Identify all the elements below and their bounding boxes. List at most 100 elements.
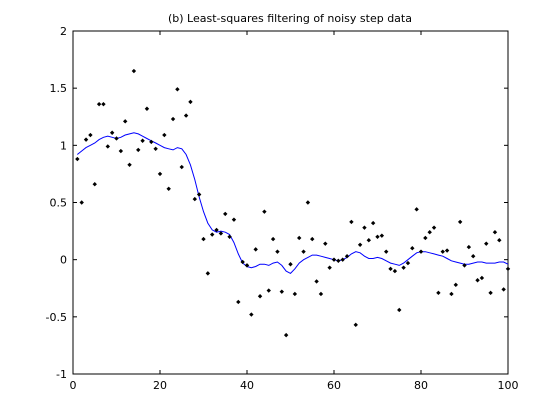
data-point: [414, 207, 419, 212]
y-tick-label: 0.5: [50, 197, 68, 210]
x-tick-label: 0: [70, 379, 77, 392]
data-point: [192, 196, 197, 202]
data-point: [471, 254, 476, 259]
data-point: [423, 235, 428, 241]
data-point: [123, 119, 128, 124]
data-point: [292, 291, 298, 297]
data-point: [275, 249, 280, 254]
series-layer: [75, 68, 511, 338]
data-point: [436, 290, 441, 296]
data-point: [353, 322, 358, 328]
data-point: [153, 146, 158, 151]
data-point: [92, 182, 97, 187]
data-point: [223, 211, 228, 217]
data-point: [75, 156, 80, 162]
data-point: [427, 230, 432, 235]
data-point: [457, 219, 463, 225]
data-point: [96, 101, 102, 107]
data-point: [323, 241, 328, 246]
data-point: [418, 249, 424, 254]
data-point: [466, 244, 472, 250]
y-tick-label: -1: [56, 368, 67, 381]
data-point: [305, 200, 311, 205]
x-tick-label: 60: [327, 379, 341, 392]
data-point: [449, 291, 454, 297]
data-point: [318, 291, 324, 297]
data-point: [257, 294, 263, 299]
y-tick-label: 1: [60, 139, 67, 152]
x-tick-label: 80: [414, 379, 428, 392]
data-point: [166, 186, 171, 191]
data-point: [492, 230, 498, 235]
data-point: [218, 231, 224, 236]
data-point: [314, 279, 319, 284]
data-point: [249, 312, 254, 317]
data-point: [301, 249, 306, 254]
data-point: [462, 263, 467, 268]
y-tick-label: 2: [60, 25, 67, 38]
data-point: [231, 217, 237, 222]
data-point: [101, 101, 106, 107]
x-tick-label: 100: [498, 379, 519, 392]
data-point: [175, 87, 180, 92]
data-point: [279, 289, 284, 294]
data-point: [266, 288, 271, 293]
data-point: [201, 236, 206, 242]
data-point: [336, 258, 341, 264]
data-point: [375, 234, 380, 239]
data-point: [227, 234, 232, 239]
data-point: [379, 233, 385, 238]
data-point: [183, 113, 189, 118]
data-point: [131, 68, 137, 74]
data-point: [431, 225, 437, 230]
data-point: [214, 227, 219, 233]
data-point: [327, 265, 332, 270]
data-point: [370, 220, 376, 226]
data-point: [388, 266, 393, 272]
data-point: [262, 209, 267, 214]
x-tick-label: 20: [153, 379, 167, 392]
data-point: [210, 232, 215, 237]
data-point: [331, 257, 337, 262]
chart-title: (b) Least-squares filtering of noisy ste…: [168, 12, 412, 25]
data-point: [244, 263, 250, 268]
data-point: [405, 260, 411, 266]
data-point: [362, 225, 367, 230]
data-point: [118, 148, 124, 154]
data-point: [297, 235, 302, 241]
data-point: [188, 99, 193, 105]
y-tick-label: 0: [60, 254, 67, 267]
data-point: [479, 275, 485, 281]
data-point: [344, 254, 350, 259]
data-point: [127, 162, 132, 167]
data-point: [475, 278, 480, 283]
data-point: [170, 116, 176, 122]
data-point: [392, 268, 398, 274]
data-point: [105, 144, 110, 149]
data-point: [140, 138, 145, 143]
axis-tick-labels: 0 20 40 60 80 100 -1 -0.5 0 0.5 1 1.5 2: [46, 25, 519, 392]
data-point: [283, 332, 289, 338]
data-point: [162, 132, 167, 138]
data-point: [488, 290, 493, 296]
data-point: [397, 307, 402, 313]
data-point: [444, 248, 450, 253]
y-tick-label: -0.5: [46, 311, 67, 324]
data-point: [109, 130, 115, 135]
filtered-line: [76, 132, 509, 275]
axis-ticks: [72, 30, 509, 375]
data-point: [401, 265, 406, 270]
data-point: [366, 238, 371, 243]
data-point: [349, 219, 354, 225]
data-point: [497, 238, 502, 243]
data-point: [83, 137, 89, 142]
data-point: [501, 287, 506, 292]
data-point: [149, 139, 154, 145]
y-tick-label: 1.5: [50, 82, 68, 95]
data-point: [440, 249, 445, 254]
data-point: [484, 241, 489, 246]
data-point: [453, 282, 458, 288]
data-point: [357, 242, 363, 248]
data-point: [384, 249, 389, 254]
